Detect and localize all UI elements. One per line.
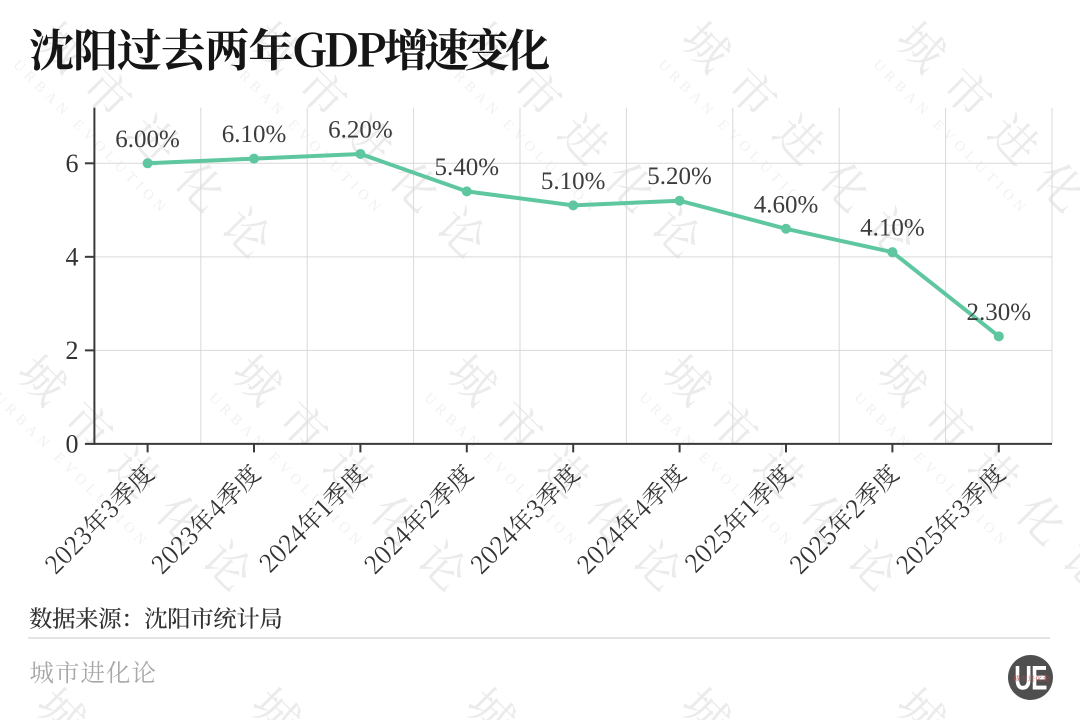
svg-text:2: 2 (66, 336, 79, 365)
svg-text:UE: UE (1014, 660, 1047, 698)
svg-text:6.00%: 6.00% (115, 126, 180, 153)
svg-text:2.30%: 2.30% (967, 299, 1032, 326)
svg-text:5.40%: 5.40% (435, 154, 500, 181)
svg-text:4.10%: 4.10% (860, 215, 925, 242)
svg-text:5.20%: 5.20% (647, 163, 712, 190)
svg-text:6.10%: 6.10% (222, 121, 287, 148)
svg-text:4: 4 (66, 243, 79, 272)
svg-text:4.60%: 4.60% (754, 191, 819, 218)
svg-text:6.20%: 6.20% (328, 116, 393, 143)
svg-text:5.10%: 5.10% (541, 168, 606, 195)
svg-text:6: 6 (66, 149, 79, 178)
svg-text:0: 0 (66, 430, 79, 459)
